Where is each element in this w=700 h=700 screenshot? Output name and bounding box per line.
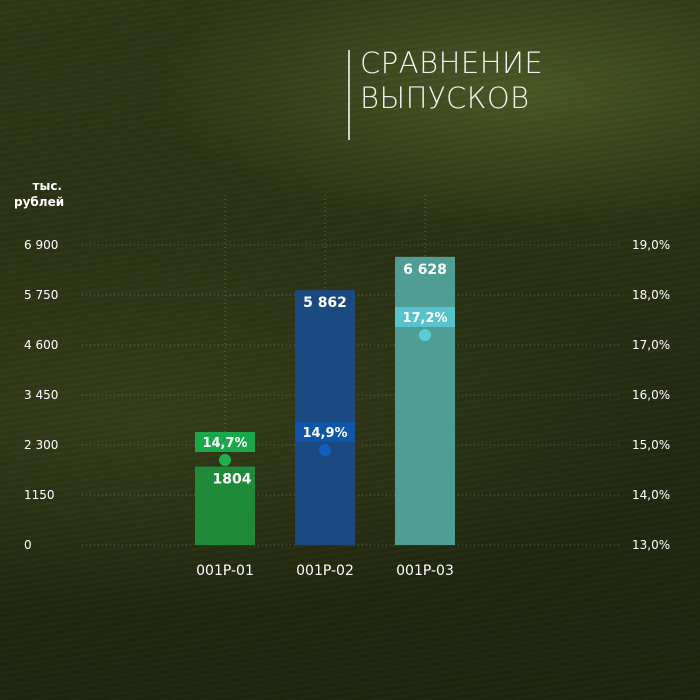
y-axis-unit-line-1: тыс. (32, 179, 62, 193)
y-axis-unit-line-2: рублей (14, 195, 65, 209)
y-tick-label: 5 750 (24, 288, 58, 302)
y2-tick-label: 19,0% (632, 238, 670, 252)
y-tick-label: 2 300 (24, 438, 58, 452)
bar (195, 466, 255, 545)
percent-label-box (295, 422, 355, 442)
percent-label: 14,7% (202, 436, 247, 451)
y2-tick-label: 13,0% (632, 538, 670, 552)
title-divider (348, 50, 350, 140)
bar-value-label: 1804 (213, 472, 252, 488)
y-tick-label: 3 450 (24, 388, 58, 402)
y2-tick-label: 18,0% (632, 288, 670, 302)
percent-marker (419, 329, 431, 341)
y2-tick-label: 17,0% (632, 338, 670, 352)
y2-tick-label: 14,0% (632, 488, 670, 502)
percent-label: 17,2% (402, 311, 447, 326)
percent-marker (219, 454, 231, 466)
y-tick-label: 6 900 (24, 238, 58, 252)
x-tick-label: 001P-01 (196, 563, 254, 579)
y2-tick-label: 16,0% (632, 388, 670, 402)
bar-value-label: 5 862 (303, 295, 347, 311)
chart-title-line-1: СРАВНЕНИЕ (360, 46, 544, 80)
y-tick-label: 0 (24, 538, 32, 552)
y-tick-label: 1150 (24, 488, 55, 502)
y2-tick-label: 15,0% (632, 438, 670, 452)
bar (395, 256, 455, 545)
chart-title-line-2: ВЫПУСКОВ (360, 81, 530, 115)
bar-value-label: 6 628 (403, 262, 447, 278)
x-tick-label: 001P-02 (296, 563, 354, 579)
bar (295, 290, 355, 545)
y-axis-unit: тыс. рублей (14, 178, 65, 210)
percent-label-box (195, 432, 255, 452)
x-tick-label: 001P-03 (396, 563, 454, 579)
percent-label-box (395, 307, 455, 327)
chart-title: СРАВНЕНИЕ ВЫПУСКОВ (360, 46, 660, 116)
percent-label: 14,9% (302, 426, 347, 441)
percent-marker (319, 444, 331, 456)
y-tick-label: 4 600 (24, 338, 58, 352)
